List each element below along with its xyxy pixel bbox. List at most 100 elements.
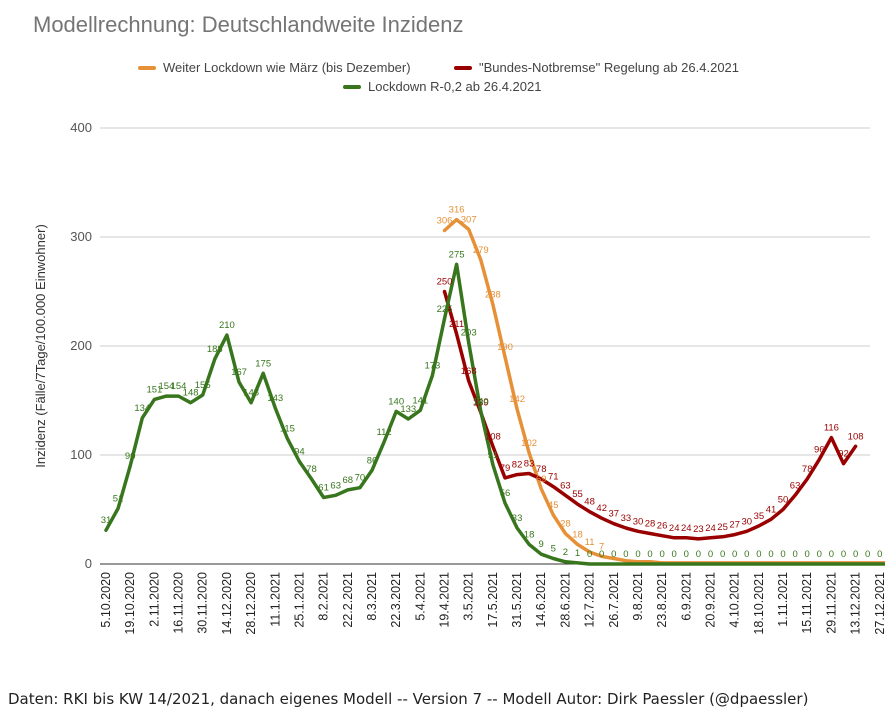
y-tick-label: 100	[70, 447, 92, 462]
data-label: 5	[551, 544, 556, 555]
data-point	[467, 228, 470, 231]
data-point	[721, 536, 724, 538]
data-label: 0	[829, 549, 834, 560]
data-label: 168	[461, 366, 477, 377]
data-point	[818, 563, 821, 565]
data-label: 112	[377, 427, 392, 438]
data-label: 190	[497, 342, 513, 353]
data-label: 133	[400, 404, 416, 415]
data-point	[649, 532, 651, 535]
data-point	[504, 477, 506, 479]
data-label: 140	[388, 396, 404, 407]
data-point	[540, 488, 542, 490]
data-point	[721, 563, 724, 565]
data-point	[153, 398, 156, 401]
data-label: 23	[693, 524, 704, 535]
data-point	[540, 553, 542, 555]
x-tick-label: 1.11.2021	[776, 572, 790, 627]
data-point	[443, 318, 446, 320]
data-label: 115	[280, 424, 295, 435]
legend[interactable]: Weiter Lockdown wie März (bis Dezember) "…	[138, 60, 739, 94]
data-label: 225	[437, 304, 453, 315]
legend-entry-3[interactable]: Lockdown R-0,2 ab 26.4.2021	[368, 79, 541, 94]
data-point	[310, 478, 313, 480]
data-point	[443, 290, 446, 293]
y-axis-label: Inzidenz (Fälle/7Tage/100.000 Einwohner)	[33, 224, 48, 468]
data-label: 0	[877, 549, 882, 560]
data-point	[528, 472, 530, 475]
data-label: 61	[318, 483, 329, 494]
data-point	[129, 465, 131, 467]
data-label: 30	[633, 516, 644, 527]
data-label: 86	[367, 455, 378, 466]
data-label: 0	[672, 549, 677, 560]
x-tick-label: 16.11.2020	[172, 572, 186, 634]
data-point	[467, 341, 470, 344]
x-tick-label: 2.11.2020	[147, 572, 161, 627]
x-tick-label: 29.11.2021	[824, 572, 838, 634]
series-line-3	[104, 262, 885, 566]
data-label: 78	[306, 464, 317, 475]
data-label: 0	[841, 549, 846, 560]
data-label: 94	[294, 447, 305, 458]
data-label: 173	[424, 360, 440, 371]
data-point	[649, 561, 651, 563]
data-label: 203	[461, 328, 477, 339]
legend-entry-2[interactable]: "Bundes-Notbremse" Regelung ab 26.4.2021	[479, 60, 739, 75]
data-label: 0	[611, 549, 616, 560]
x-tick-label: 19.4.2021	[438, 572, 452, 628]
data-label: 0	[708, 549, 713, 560]
x-tick-label: 5.10.2020	[99, 572, 113, 628]
data-label: 155	[195, 380, 211, 391]
data-point	[770, 563, 772, 565]
data-point	[637, 530, 639, 533]
data-label: 78	[536, 464, 547, 475]
data-point	[830, 563, 833, 565]
data-label: 0	[768, 549, 773, 560]
data-point	[649, 563, 651, 565]
data-label: 63	[560, 480, 571, 491]
data-point	[540, 478, 542, 480]
data-label: 250	[437, 277, 453, 288]
data-point	[697, 538, 700, 540]
data-label: 211	[449, 319, 464, 330]
series	[104, 217, 885, 566]
data-label: 154	[158, 381, 174, 392]
data-point	[504, 502, 506, 504]
x-tick-label: 22.2.2021	[341, 572, 355, 628]
data-point	[746, 530, 748, 533]
x-tick-label: 6.9.2021	[679, 572, 693, 621]
data-label: 0	[732, 549, 737, 560]
data-point	[226, 334, 228, 336]
data-label: 0	[684, 549, 689, 560]
data-label: 18	[572, 529, 583, 540]
data-label: 33	[621, 513, 632, 524]
data-label: 0	[696, 549, 701, 560]
data-point	[600, 555, 603, 558]
data-label: 0	[805, 549, 810, 560]
data-label: 26	[657, 521, 668, 532]
data-label: 151	[146, 384, 162, 395]
data-point	[480, 259, 482, 261]
data-point	[576, 503, 579, 505]
data-point	[709, 563, 712, 565]
data-point	[685, 563, 688, 565]
data-label: 102	[521, 438, 537, 449]
data-point	[600, 563, 603, 565]
data-point	[177, 395, 180, 397]
data-label: 63	[790, 480, 801, 491]
data-point	[733, 563, 736, 565]
data-label: 188	[207, 344, 223, 355]
data-label: 28	[645, 519, 656, 530]
x-tick-label: 31.5.2021	[510, 572, 524, 628]
x-tick-label: 26.7.2021	[607, 572, 621, 628]
data-point	[613, 522, 615, 525]
data-label: 0	[599, 549, 604, 560]
data-label: 140	[473, 396, 489, 407]
data-label: 42	[596, 503, 607, 514]
data-label: 0	[587, 549, 592, 560]
x-tick-label: 25.1.2021	[292, 572, 306, 628]
legend-entry-1[interactable]: Weiter Lockdown wie März (bis Dezember)	[163, 60, 411, 75]
data-point	[770, 518, 772, 521]
